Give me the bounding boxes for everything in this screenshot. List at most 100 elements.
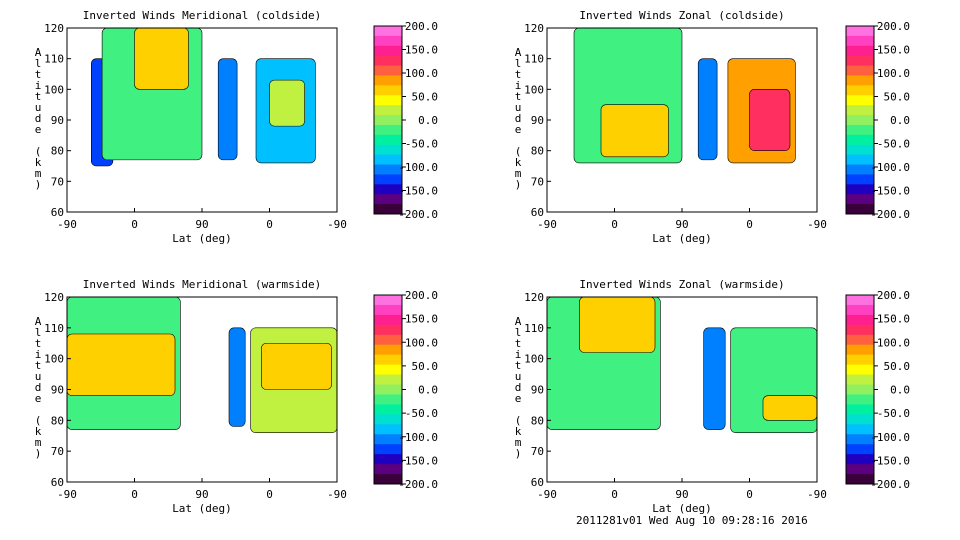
contour-region: [134, 27, 189, 90]
colorbar-swatch: [846, 344, 874, 356]
chart-panel-4: Inverted Winds Zonal (warmside) 120 110 100…: [515, 278, 910, 515]
y-tick-label: 70: [531, 445, 544, 458]
colorbar-swatch: [846, 374, 874, 385]
colorbar-swatch: [846, 414, 874, 425]
colorbar-swatch: [846, 105, 874, 116]
colorbar-swatch: [846, 65, 874, 76]
x-tick-label: 0: [746, 218, 753, 231]
y-tick-label: 60: [51, 206, 64, 219]
colorbar-tick-label: -50.0: [405, 407, 438, 420]
colorbar-swatch: [374, 374, 402, 385]
colorbar-tick-label: -50.0: [877, 138, 910, 151]
colorbar-swatch: [846, 124, 874, 136]
colorbar-swatch: [374, 95, 402, 106]
colorbar-swatch: [374, 144, 402, 156]
colorbar-swatch: [374, 194, 402, 205]
colorbar-swatch: [846, 314, 874, 326]
colorbar-swatch: [374, 55, 402, 66]
y-tick-label: 60: [531, 476, 544, 489]
colorbar-tick-label: -50.0: [877, 407, 910, 420]
y-tick-label: 100: [44, 353, 64, 366]
colorbar-tick-label: 150.0: [405, 44, 438, 57]
x-tick-label: -90: [537, 218, 557, 231]
colorbar-tick-label: -200.0: [870, 208, 910, 221]
colorbar-swatch: [374, 384, 402, 395]
colorbar-swatch: [374, 474, 402, 485]
colorbar-tick-label: 100.0: [877, 67, 910, 80]
x-tick-label: 90: [195, 218, 208, 231]
colorbar-swatch: [374, 184, 402, 195]
chart-panel-3: Inverted Winds Meridional (warmside) 120 1…: [35, 278, 438, 515]
colorbar-swatch: [846, 164, 874, 175]
contour-region: [697, 58, 718, 161]
y-tick-label: 100: [524, 83, 544, 96]
colorbar-tick-label: 200.0: [877, 20, 910, 33]
x-tick-label: 90: [675, 488, 688, 501]
colorbar-swatch: [374, 344, 402, 356]
x-axis-label: Lat (deg): [172, 232, 232, 245]
y-tick-label: 90: [531, 384, 544, 397]
y-tick-label: 80: [531, 414, 544, 427]
colorbar-tick-label: -100.0: [398, 431, 438, 444]
y-tick-label: 110: [524, 53, 544, 66]
colorbar-swatch: [374, 364, 402, 375]
colorbar-tick-label: 0.0: [418, 384, 438, 397]
colorbar-swatch: [846, 35, 874, 47]
colorbar-tick-label: 100.0: [877, 336, 910, 349]
y-tick-label: 60: [531, 206, 544, 219]
colorbar-swatch: [374, 45, 402, 57]
colorbar-swatch: [846, 334, 874, 346]
y-tick-label: 110: [44, 53, 64, 66]
y-tick-label: 70: [531, 175, 544, 188]
x-tick-label: -90: [327, 218, 347, 231]
colorbar-tick-label: 100.0: [405, 336, 438, 349]
colorbar-swatch: [846, 304, 874, 316]
colorbar-tick-label: 0.0: [418, 114, 438, 127]
colorbar-swatch: [374, 354, 402, 366]
y-tick-label: 100: [524, 353, 544, 366]
colorbar-swatch: [374, 85, 402, 96]
colorbar-swatch: [374, 334, 402, 346]
colorbar-swatch: [374, 444, 402, 455]
colorbar-swatch: [374, 424, 402, 435]
colorbar-tick-label: -200.0: [398, 208, 438, 221]
colorbar-swatch: [846, 184, 874, 195]
chart-title: Inverted Winds Zonal (coldside): [579, 9, 784, 22]
contour-region: [217, 58, 238, 161]
contour-region: [749, 89, 791, 151]
colorbar-swatch: [374, 314, 402, 326]
colorbar: 200.0 150.0 100.0 50.0 0.0 -50.0 -100.0 -150.0 -…: [845, 289, 910, 491]
y-tick-label: 120: [524, 22, 544, 35]
y-tick-label: 120: [44, 22, 64, 35]
contour-region: [228, 327, 246, 427]
x-tick-label: -90: [327, 488, 347, 501]
y-tick-label: 70: [51, 175, 64, 188]
colorbar-swatch: [846, 444, 874, 455]
colorbar-swatch: [374, 26, 402, 37]
y-tick-label: 80: [51, 414, 64, 427]
colorbar-swatch: [846, 134, 874, 146]
colorbar-tick-label: -50.0: [405, 138, 438, 151]
colorbar-swatch: [374, 105, 402, 116]
colorbar-swatch: [846, 115, 874, 126]
x-tick-label: 90: [675, 218, 688, 231]
x-tick-label: -90: [537, 488, 557, 501]
colorbar: 200.0 150.0 100.0 50.0 0.0 -50.0 -100.0 -150.0 -…: [845, 20, 910, 221]
y-tick-label: 90: [51, 114, 64, 127]
colorbar-tick-label: -150.0: [870, 185, 910, 198]
colorbar-tick-label: 0.0: [890, 114, 910, 127]
y-tick-label: 90: [531, 114, 544, 127]
x-tick-label: 0: [266, 218, 273, 231]
chart-title: Inverted Winds Meridional (coldside): [83, 9, 321, 22]
colorbar-swatch: [374, 434, 402, 445]
colorbar-swatch: [374, 154, 402, 165]
colorbar-tick-label: 50.0: [412, 91, 439, 104]
contour-region: [261, 342, 332, 390]
colorbar-tick-label: -150.0: [870, 454, 910, 467]
colorbar-swatch: [846, 204, 874, 215]
colorbar-swatch: [846, 434, 874, 445]
colorbar-swatch: [374, 65, 402, 76]
